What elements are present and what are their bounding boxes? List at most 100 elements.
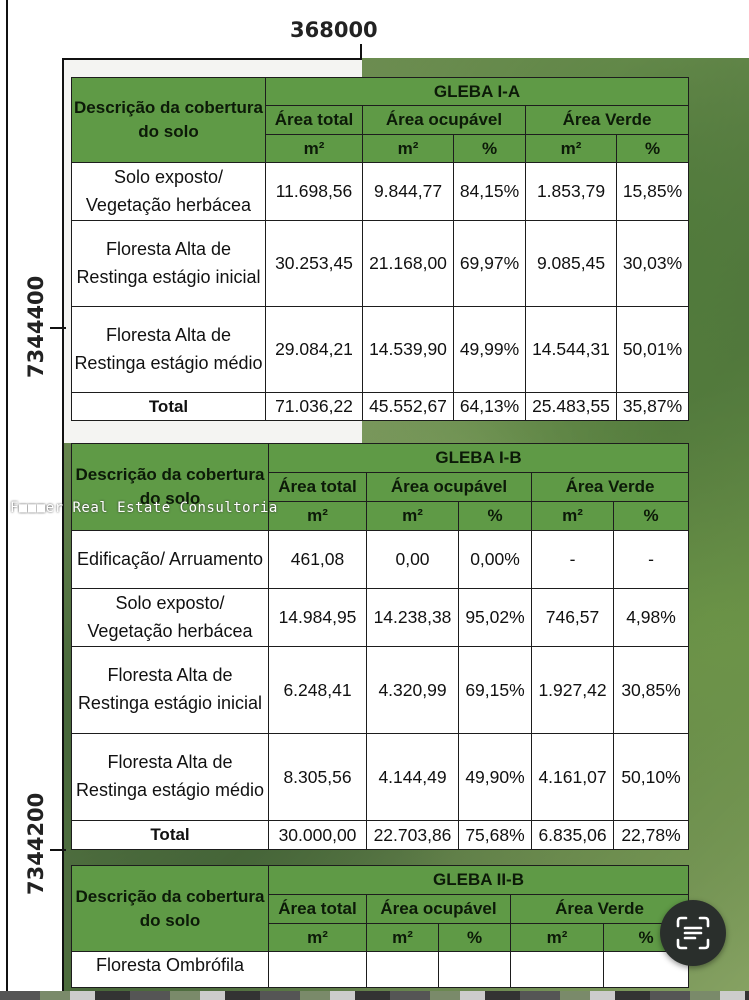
header-area-total: Área total xyxy=(268,894,367,924)
table-row: Floresta Alta de Restinga estágio médio … xyxy=(71,306,689,393)
total-row: Total 71.036,22 45.552,67 64,13% 25.483,… xyxy=(71,392,689,421)
gleba-title: GLEBA I-A xyxy=(265,77,689,106)
cell-area-total: 8.305,56 xyxy=(268,733,367,821)
header-unit-pct: % xyxy=(438,923,511,952)
cell-verde-m2: - xyxy=(531,530,614,589)
watermark-text: F■■■er Real Estate Consultoria xyxy=(10,500,278,516)
cell-area-total: 30.253,45 xyxy=(265,220,363,307)
row-description: Floresta Alta de Restinga estágio médio xyxy=(71,733,269,821)
cell-verde-pct: 50,01% xyxy=(616,306,689,393)
cell-verde-pct: 50,10% xyxy=(613,733,689,821)
cell-verde-m2: 9.085,45 xyxy=(525,220,617,307)
cell-ocupavel-pct: 69,97% xyxy=(453,220,526,307)
gleba-title: GLEBA I-B xyxy=(268,443,689,473)
table-row: Edificação/ Arruamento 461,08 0,00 0,00%… xyxy=(71,530,689,589)
total-verde-m2: 6.835,06 xyxy=(531,820,614,850)
header-area-ocupavel: Área ocupável xyxy=(362,105,526,135)
cell-ocupavel-m2 xyxy=(366,951,439,988)
total-area-total: 71.036,22 xyxy=(265,392,363,421)
cell-verde-m2: 746,57 xyxy=(531,588,614,647)
header-unit-pct: % xyxy=(616,134,689,163)
header-unit-m2: m² xyxy=(265,134,363,163)
row-description: Floresta Ombrófila xyxy=(71,951,269,988)
cell-ocupavel-pct: 49,90% xyxy=(458,733,532,821)
cell-verde-pct: 15,85% xyxy=(616,162,689,221)
header-unit-pct: % xyxy=(613,501,689,531)
table-row: Floresta Alta de Restinga estágio inicia… xyxy=(71,220,689,307)
header-unit-pct: % xyxy=(458,501,532,531)
cell-ocupavel-m2: 9.844,77 xyxy=(362,162,454,221)
coordinate-y-label-1: 7344400 xyxy=(24,275,48,378)
row-description: Floresta Alta de Restinga estágio inicia… xyxy=(71,220,266,307)
header-area-ocupavel: Área ocupável xyxy=(366,894,511,924)
gleba-1b-table: Descrição da cobertura do solo GLEBA I-B… xyxy=(71,443,689,850)
cell-verde-pct: 30,85% xyxy=(613,646,689,734)
total-label: Total xyxy=(71,820,269,850)
header-unit-m2: m² xyxy=(525,134,617,163)
thumbnail-strip xyxy=(0,991,749,1000)
cell-verde-m2: 1.927,42 xyxy=(531,646,614,734)
row-description: Solo exposto/ Vegetação herbácea xyxy=(71,162,266,221)
total-verde-pct: 35,87% xyxy=(616,392,689,421)
text-scan-icon xyxy=(676,916,710,950)
cell-area-total: 461,08 xyxy=(268,530,367,589)
cell-verde-pct: 30,03% xyxy=(616,220,689,307)
header-area-verde: Área Verde xyxy=(525,105,689,135)
gleba-2b-table: Descrição da cobertura do solo GLEBA II-… xyxy=(71,865,690,988)
header-area-total: Área total xyxy=(265,105,363,135)
header-area-verde: Área Verde xyxy=(509,894,690,924)
coordinate-tick-y2 xyxy=(50,849,66,851)
total-ocupavel-m2: 22.703,86 xyxy=(366,820,459,850)
cell-verde-m2: 4.161,07 xyxy=(531,733,614,821)
table-row: Solo exposto/ Vegetação herbácea 14.984,… xyxy=(71,588,689,647)
cell-verde-m2: 14.544,31 xyxy=(525,306,617,393)
total-verde-m2: 25.483,55 xyxy=(525,392,617,421)
cell-area-total: 14.984,95 xyxy=(268,588,367,647)
row-description: Solo exposto/ Vegetação herbácea xyxy=(71,588,269,647)
cell-ocupavel-pct: 0,00% xyxy=(458,530,532,589)
cell-area-total: 6.248,41 xyxy=(268,646,367,734)
cell-verde-pct: 4,98% xyxy=(613,588,689,647)
header-area-ocupavel: Área ocupável xyxy=(366,472,532,502)
coordinate-tick-y1 xyxy=(50,327,66,329)
map-grid-line-vertical xyxy=(62,58,64,993)
cell-ocupavel-m2: 4.144,49 xyxy=(366,733,459,821)
cell-ocupavel-pct: 84,15% xyxy=(453,162,526,221)
header-area-total: Área total xyxy=(268,472,367,502)
cell-area-total: 11.698,56 xyxy=(265,162,363,221)
header-descricao: Descrição da cobertura do solo xyxy=(71,77,266,163)
row-description: Edificação/ Arruamento xyxy=(71,530,269,589)
total-ocupavel-m2: 45.552,67 xyxy=(362,392,454,421)
header-unit-pct: % xyxy=(453,134,526,163)
header-unit-m2: m² xyxy=(510,923,604,952)
header-unit-m2: m² xyxy=(366,923,439,952)
cell-area-total xyxy=(268,951,367,988)
header-area-verde: Área Verde xyxy=(531,472,689,502)
header-unit-m2: m² xyxy=(362,134,454,163)
text-scan-button[interactable] xyxy=(660,900,726,966)
table-row: Solo exposto/ Vegetação herbácea 11.698,… xyxy=(71,162,689,221)
table-row: Floresta Ombrófila xyxy=(71,951,690,988)
cell-ocupavel-pct: 49,99% xyxy=(453,306,526,393)
total-label: Total xyxy=(71,392,266,421)
cell-ocupavel-m2: 14.238,38 xyxy=(366,588,459,647)
table-row: Floresta Alta de Restinga estágio médio … xyxy=(71,733,689,821)
cell-ocupavel-pct xyxy=(438,951,511,988)
gleba-title: GLEBA II-B xyxy=(267,865,690,895)
map-grid-line-horizontal xyxy=(62,58,362,60)
cell-verde-m2: 1.853,79 xyxy=(525,162,617,221)
coordinate-x-label: 368000 xyxy=(290,18,378,42)
row-description: Floresta Alta de Restinga estágio médio xyxy=(71,306,266,393)
header-unit-m2: m² xyxy=(531,501,614,531)
total-ocupavel-pct: 64,13% xyxy=(453,392,526,421)
header-descricao: Descrição da cobertura do solo xyxy=(71,865,269,952)
cell-verde-m2 xyxy=(510,951,604,988)
cell-ocupavel-pct: 95,02% xyxy=(458,588,532,647)
cell-ocupavel-m2: 21.168,00 xyxy=(362,220,454,307)
map-frame-line xyxy=(6,0,8,1000)
total-ocupavel-pct: 75,68% xyxy=(458,820,532,850)
header-descricao: Descrição da cobertura do solo xyxy=(71,443,269,531)
cell-ocupavel-m2: 14.539,90 xyxy=(362,306,454,393)
total-row: Total 30.000,00 22.703,86 75,68% 6.835,0… xyxy=(71,820,689,850)
gleba-1a-table: Descrição da cobertura do solo GLEBA I-A… xyxy=(71,77,689,421)
